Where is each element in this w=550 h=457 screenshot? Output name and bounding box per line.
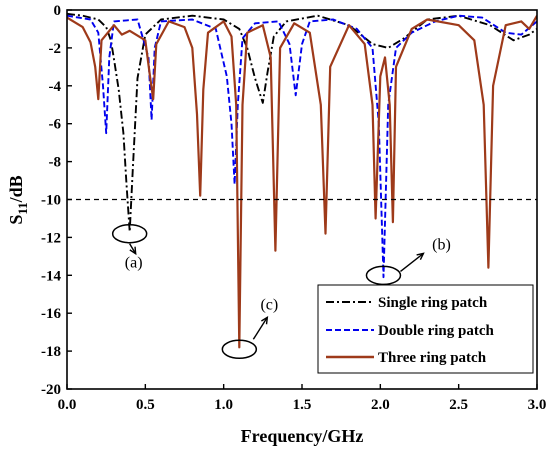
x-tick-label: 0.0 [58,397,77,413]
series-line-2 [67,15,537,349]
y-tick-label: -20 [41,382,61,398]
x-tick-label: 1.0 [214,397,233,413]
y-tick-label: -16 [41,306,61,322]
y-axis-title: S11/dB [6,175,30,224]
series-layer [67,12,537,349]
legend-label-single: Single ring patch [378,295,488,311]
x-tick-label: 1.5 [293,397,312,413]
annotation-arrowhead [261,315,269,325]
legend-label-double: Double ring patch [378,323,495,339]
series-line-1 [67,14,537,279]
annotation-ellipse [221,339,258,360]
y-tick-label: -12 [41,230,61,246]
annotation-layer: (a) (b) (c) [111,223,451,360]
y-axis-title-main: S [6,215,26,225]
x-tick-label: 3.0 [528,397,547,413]
annotation-arrow [129,243,137,255]
legend-label-three: Three ring patch [378,350,487,366]
y-axis-title-suffix: /dB [6,175,26,203]
annotation-label: (c) [260,296,278,313]
annotation-arrowhead [416,252,425,260]
annotation-arrow [252,316,268,340]
x-tick-label: 0.5 [136,397,155,413]
annotation-ellipse [365,265,402,286]
tick-layer: 0.0 0.5 1.0 1.5 2.0 2.5 3.0 0 -2 -4 -6 -8 -10 -12 -14 -… [41,3,546,413]
y-tick-label: -8 [49,155,62,171]
annotation-label: (a) [125,255,143,272]
legend: Single ring patch Double ring patch Thre… [317,284,534,374]
annotation-arrow [400,252,424,272]
annotation-label: (b) [432,236,451,253]
y-tick-label: -18 [41,344,61,360]
annotation-arrowhead [129,246,137,256]
y-tick-label: -14 [41,268,61,284]
annotation-ellipse [111,223,148,244]
y-tick-label: -6 [49,117,62,133]
y-tick-label: 0 [54,3,62,19]
y-tick-label: -10 [41,193,61,209]
y-tick-label: -4 [49,79,62,95]
y-axis-title-sub: 11 [15,202,30,214]
x-tick-label: 2.5 [449,397,468,413]
x-tick-label: 2.0 [371,397,390,413]
y-tick-label: -2 [49,41,62,57]
x-axis-title: Frequency/GHz [241,426,364,446]
